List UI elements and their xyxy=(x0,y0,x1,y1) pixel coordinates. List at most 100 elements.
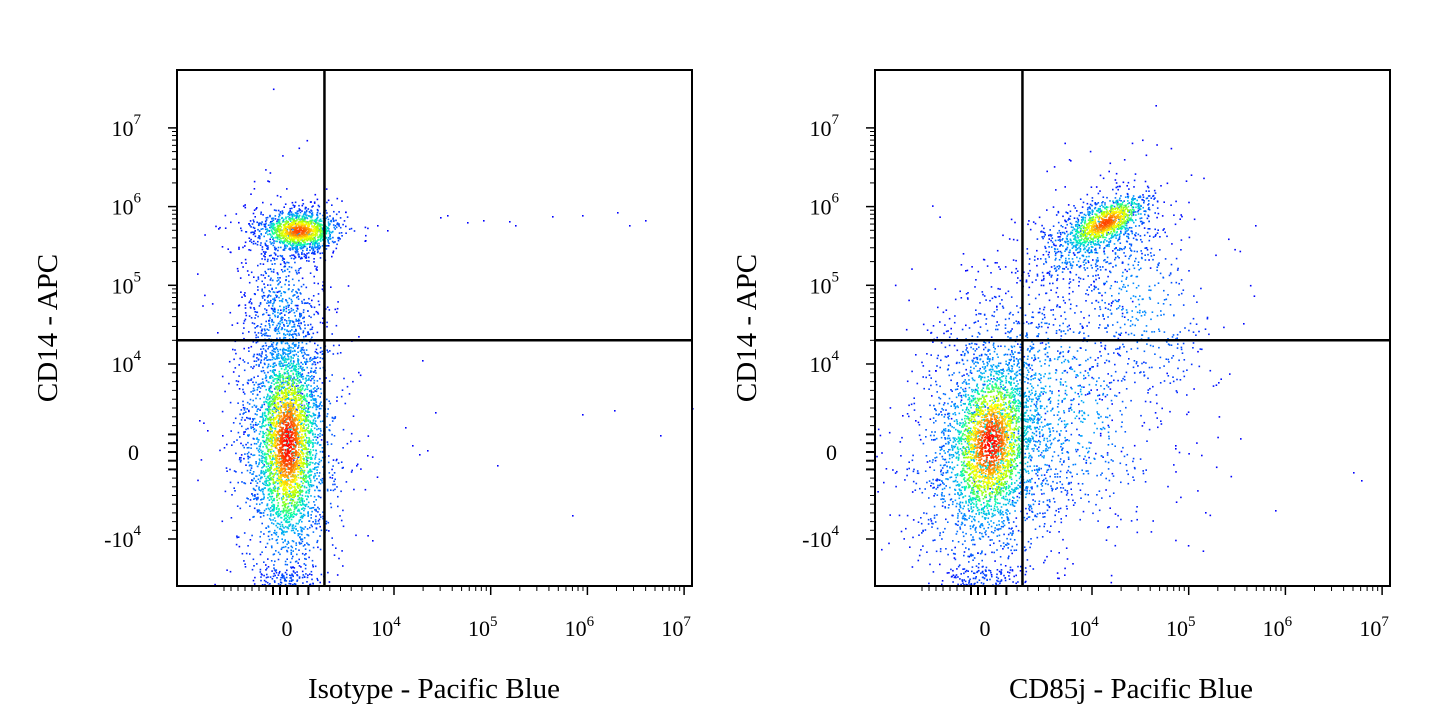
event-dot xyxy=(266,296,269,299)
event-dot xyxy=(248,350,250,352)
event-dot xyxy=(256,475,258,478)
event-dot xyxy=(296,229,298,232)
event-dot xyxy=(248,446,250,449)
event-dot xyxy=(302,574,305,576)
event-dot xyxy=(271,439,274,442)
event-dot xyxy=(313,379,316,382)
event-dot xyxy=(239,457,241,459)
event-dot xyxy=(314,232,317,235)
event-dot xyxy=(311,252,313,255)
event-dot xyxy=(253,232,256,235)
event-dot xyxy=(293,367,296,369)
event-dot xyxy=(290,359,292,361)
event-dot xyxy=(272,523,275,525)
event-dot xyxy=(280,319,282,322)
event-dot xyxy=(319,236,321,238)
event-dot xyxy=(245,411,247,413)
event-dot xyxy=(278,472,281,474)
event-dot xyxy=(242,246,244,249)
event-dot xyxy=(291,387,293,390)
event-dot xyxy=(293,236,295,239)
event-dot xyxy=(235,213,238,215)
event-dot xyxy=(294,446,297,448)
event-dot xyxy=(296,574,298,576)
event-dot xyxy=(284,525,287,528)
event-dot xyxy=(307,481,310,483)
event-dot xyxy=(282,242,284,245)
event-dot xyxy=(296,580,298,582)
event-dot xyxy=(260,228,263,230)
event-dot xyxy=(265,439,268,442)
event-dot xyxy=(271,455,274,458)
event-dot xyxy=(272,226,275,229)
event-dot xyxy=(266,542,269,545)
event-dot xyxy=(286,342,288,344)
event-dot xyxy=(234,367,237,369)
event-dot xyxy=(267,224,270,226)
event-dot xyxy=(290,257,293,260)
event-dot xyxy=(303,320,305,323)
event-dot xyxy=(298,256,301,258)
event-dot xyxy=(271,220,274,223)
event-dot xyxy=(249,464,252,466)
event-dot xyxy=(290,431,293,434)
event-dot xyxy=(317,209,319,212)
event-dot xyxy=(325,228,328,231)
event-dot xyxy=(292,409,295,411)
event-dot xyxy=(287,213,289,215)
event-dot xyxy=(292,439,295,441)
event-dot xyxy=(279,455,282,457)
event-dot xyxy=(300,223,303,225)
event-dot xyxy=(273,485,276,487)
event-dot xyxy=(238,458,241,461)
event-dot xyxy=(253,384,256,386)
event-dot xyxy=(255,314,257,316)
event-dot xyxy=(309,442,312,444)
event-dot xyxy=(266,442,269,445)
event-dot xyxy=(314,265,316,268)
event-dot xyxy=(329,350,331,352)
event-dot xyxy=(299,246,302,249)
event-dot xyxy=(243,320,246,322)
event-dot xyxy=(286,569,288,572)
event-dot xyxy=(298,406,300,408)
event-dot xyxy=(283,224,286,227)
event-dot xyxy=(293,258,295,260)
event-dot xyxy=(336,222,339,224)
event-dot xyxy=(279,465,282,468)
event-dot xyxy=(285,444,287,447)
event-dot xyxy=(273,469,276,471)
event-dot xyxy=(301,449,304,452)
event-dot xyxy=(288,231,291,233)
event-dot xyxy=(292,289,294,291)
event-dot xyxy=(284,240,286,242)
event-dot xyxy=(249,505,251,507)
event-dot xyxy=(304,233,306,236)
event-dot xyxy=(276,414,278,417)
event-dot xyxy=(257,359,260,361)
event-dot xyxy=(262,421,264,423)
event-dot xyxy=(295,320,297,322)
event-dot xyxy=(239,461,242,463)
event-dot xyxy=(300,349,303,351)
event-dot xyxy=(290,405,293,408)
event-dot xyxy=(253,180,256,183)
event-dot xyxy=(278,325,281,327)
event-dot xyxy=(310,391,313,393)
event-dot xyxy=(294,439,296,441)
event-dot xyxy=(294,241,296,243)
event-dot xyxy=(288,280,290,283)
event-dot xyxy=(288,226,290,229)
event-dot xyxy=(296,239,299,241)
event-dot xyxy=(297,233,299,235)
event-dot xyxy=(290,549,292,552)
event-dot xyxy=(282,437,285,439)
event-dot xyxy=(266,463,268,465)
event-dot xyxy=(269,222,272,224)
event-dot xyxy=(296,409,298,411)
event-dot xyxy=(301,199,304,201)
event-dot xyxy=(276,507,278,509)
event-dot xyxy=(299,412,302,415)
event-dot xyxy=(264,242,267,245)
event-dot xyxy=(292,221,295,223)
